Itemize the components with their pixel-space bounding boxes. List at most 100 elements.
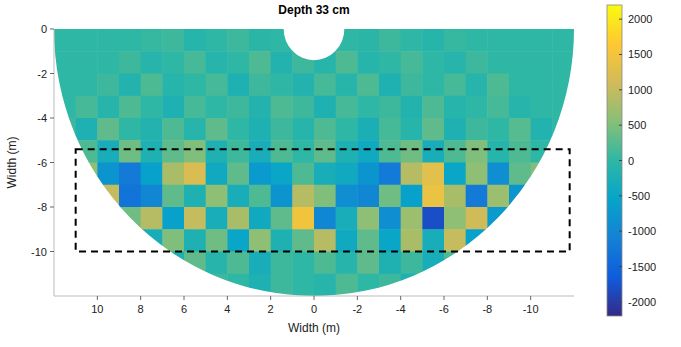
y-tick-label: -6	[37, 157, 47, 169]
heatmap-cell	[531, 252, 553, 275]
heatmap-cell	[97, 51, 119, 74]
heatmap-cell	[509, 163, 531, 186]
heatmap-cell	[119, 274, 141, 297]
heatmap-cell	[531, 96, 553, 119]
heatmap-cell	[357, 29, 379, 52]
heatmap-cell	[336, 252, 358, 275]
heatmap-cell	[227, 229, 249, 252]
heatmap-cell	[487, 207, 509, 230]
heatmap-cell	[379, 96, 401, 119]
heatmap-cell	[531, 74, 553, 97]
colorbar-tick	[619, 266, 622, 267]
heatmap-cell	[206, 51, 228, 74]
heatmap-cell	[531, 229, 553, 252]
heatmap-cell	[379, 185, 401, 208]
heatmap-cell	[379, 51, 401, 74]
heatmap-cell	[379, 118, 401, 141]
heatmap-cell	[379, 274, 401, 297]
colorbar-tick-label: -1500	[628, 261, 656, 273]
x-tick-label: 10	[91, 303, 103, 315]
x-tick	[400, 296, 401, 300]
heatmap-cell	[466, 140, 488, 163]
heatmap-cell	[141, 140, 163, 163]
x-tick-label: 0	[311, 303, 317, 315]
heatmap-cell	[271, 96, 293, 119]
colorbar-tick-label: -1000	[628, 225, 656, 237]
highlight-box	[76, 149, 570, 251]
heatmap-cell	[119, 29, 141, 52]
heatmap-cell	[444, 229, 466, 252]
heatmap-cell	[336, 207, 358, 230]
heatmap-cell	[249, 51, 271, 74]
x-tick	[97, 296, 98, 300]
colorbar-tick	[619, 160, 622, 161]
x-tick-label: -8	[482, 303, 492, 315]
heatmap-cell	[292, 274, 314, 297]
heatmap-cell	[119, 118, 141, 141]
heatmap-cell	[314, 252, 336, 275]
heatmap-cell	[249, 163, 271, 186]
heatmap-cell	[54, 274, 76, 297]
heatmap-cell	[227, 96, 249, 119]
y-tick	[50, 73, 54, 74]
heatmap-cell	[206, 29, 228, 52]
heatmap-cell	[466, 252, 488, 275]
y-tick	[50, 118, 54, 119]
heatmap-cell	[97, 207, 119, 230]
heatmap-cell	[184, 252, 206, 275]
heatmap-cell	[119, 96, 141, 119]
heatmap-cell	[141, 207, 163, 230]
heatmap-cell	[141, 29, 163, 52]
heatmap-cell	[206, 140, 228, 163]
heatmap-cell	[466, 29, 488, 52]
heatmap-cell	[292, 185, 314, 208]
heatmap-cell	[97, 74, 119, 97]
heatmap-cell	[97, 252, 119, 275]
heatmap-cell	[249, 29, 271, 52]
heatmap-cell	[336, 74, 358, 97]
colorbar-tick-label: -500	[628, 190, 650, 202]
heatmap-cell	[444, 163, 466, 186]
y-tick	[50, 29, 54, 30]
heatmap-cell	[531, 274, 553, 297]
heatmap-cell	[184, 51, 206, 74]
heatmap-cell	[422, 29, 444, 52]
heatmap-cell	[401, 252, 423, 275]
heatmap-cell	[552, 163, 574, 186]
heatmap-cell	[162, 163, 184, 186]
heatmap-cell	[162, 140, 184, 163]
heatmap-cell	[249, 252, 271, 275]
colorbar-tick	[619, 301, 622, 302]
colorbar-tick	[619, 19, 622, 20]
heatmap-cell	[271, 29, 293, 52]
heatmap-cell	[444, 274, 466, 297]
heatmap-cell	[227, 118, 249, 141]
x-tick	[227, 296, 228, 300]
heatmap-cell	[119, 185, 141, 208]
heatmap-cell	[444, 118, 466, 141]
heatmap-cell	[444, 185, 466, 208]
heatmap-cell	[422, 229, 444, 252]
heatmap-cell	[314, 163, 336, 186]
heatmap-cell	[314, 274, 336, 297]
heatmap-cell	[379, 252, 401, 275]
heatmap-cell	[336, 274, 358, 297]
heatmap-cell	[76, 252, 98, 275]
heatmap-cell	[249, 185, 271, 208]
heatmap-cell	[227, 140, 249, 163]
heatmap-cell	[292, 229, 314, 252]
heatmap-cell	[336, 185, 358, 208]
heatmap-cell	[531, 29, 553, 52]
heatmap-cells	[54, 29, 575, 297]
y-tick-label: -2	[37, 68, 47, 80]
heatmap-cell	[227, 252, 249, 275]
heatmap-cell	[509, 229, 531, 252]
heatmap-cell	[466, 274, 488, 297]
heatmap-cell	[292, 140, 314, 163]
heatmap-cell	[314, 207, 336, 230]
heatmap-cell	[401, 274, 423, 297]
heatmap-cell	[227, 207, 249, 230]
heatmap-cell	[422, 163, 444, 186]
heatmap-cell	[422, 185, 444, 208]
colorbar-tick-label: 1000	[628, 84, 652, 96]
